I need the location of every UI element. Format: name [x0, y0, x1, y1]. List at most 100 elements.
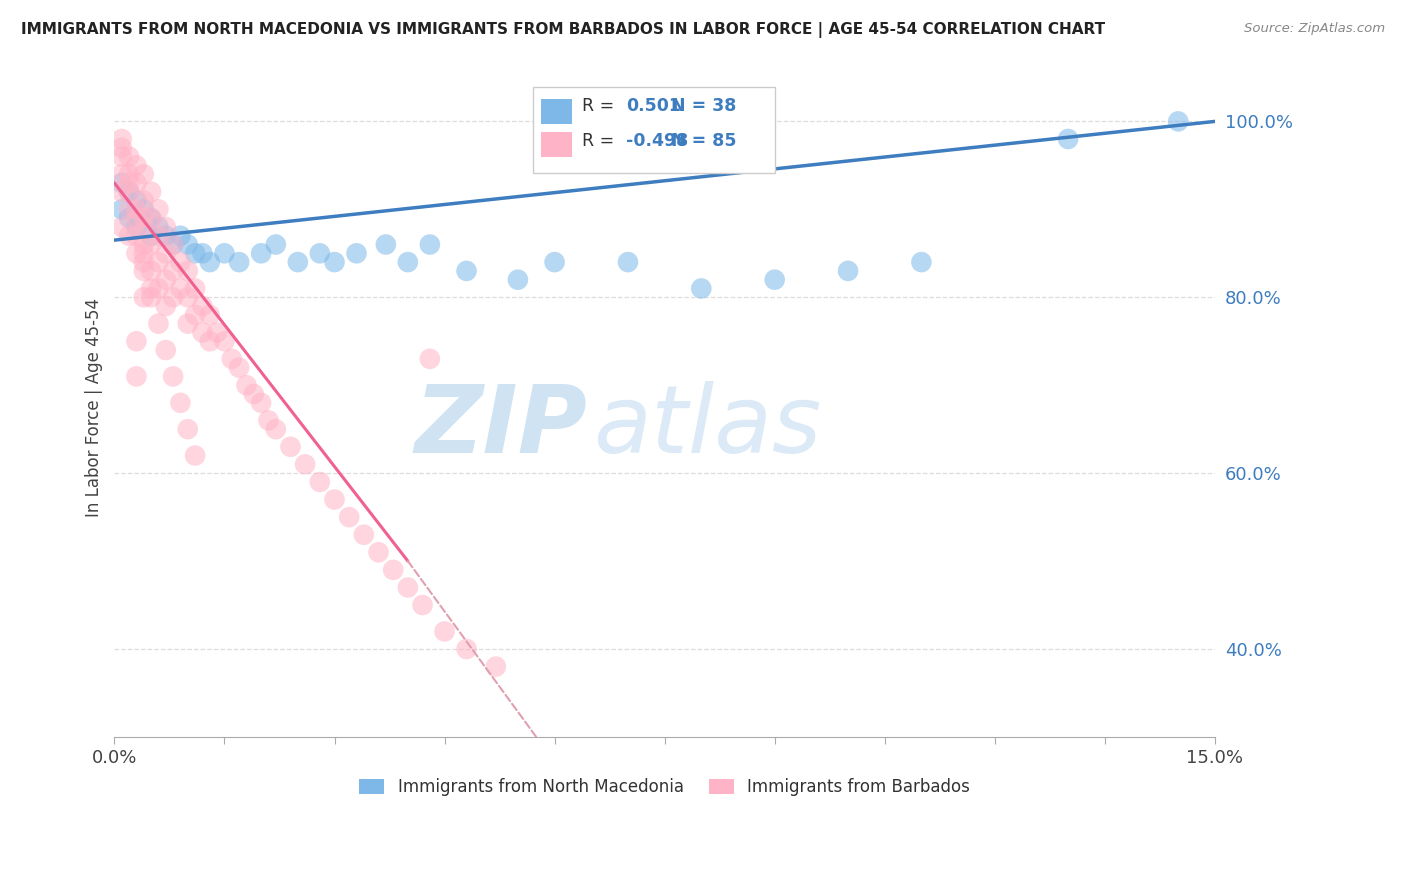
Point	[111, 185, 134, 199]
Text: -0.498: -0.498	[626, 132, 689, 150]
Point	[148, 219, 170, 234]
Point	[506, 273, 529, 287]
Point	[617, 255, 640, 269]
Point	[419, 812, 441, 826]
Point	[139, 211, 162, 226]
Point	[264, 422, 287, 436]
Point	[169, 281, 191, 295]
Point	[125, 369, 148, 384]
Point	[294, 458, 316, 472]
Point	[139, 237, 162, 252]
Point	[287, 255, 309, 269]
Point	[139, 290, 162, 304]
Point	[125, 158, 148, 172]
Point	[177, 317, 200, 331]
Point	[412, 598, 434, 612]
Point	[308, 246, 330, 260]
Bar	[541, 98, 572, 124]
Point	[118, 176, 141, 190]
Point	[690, 281, 713, 295]
Point	[132, 211, 155, 226]
Point	[132, 255, 155, 269]
Point	[763, 273, 786, 287]
Point	[139, 264, 162, 278]
Point	[191, 326, 214, 340]
Point	[456, 642, 478, 657]
Point	[111, 167, 134, 181]
Point	[125, 211, 148, 226]
Point	[337, 510, 360, 524]
Point	[162, 237, 184, 252]
Point	[118, 150, 141, 164]
Point	[485, 659, 508, 673]
Point	[118, 211, 141, 226]
Point	[148, 228, 170, 243]
Point	[132, 219, 155, 234]
Point	[139, 211, 162, 226]
Point	[132, 237, 155, 252]
Point	[323, 492, 346, 507]
Point	[837, 264, 859, 278]
Point	[155, 219, 177, 234]
Point	[132, 290, 155, 304]
Point	[125, 246, 148, 260]
Point	[198, 255, 221, 269]
Point	[374, 237, 396, 252]
Point	[111, 202, 134, 217]
Point	[184, 308, 207, 322]
Point	[169, 396, 191, 410]
Point	[184, 281, 207, 295]
Point	[228, 255, 250, 269]
Point	[191, 299, 214, 313]
Point	[396, 581, 419, 595]
Point	[169, 255, 191, 269]
Point	[148, 202, 170, 217]
Point	[910, 255, 932, 269]
Point	[111, 141, 134, 155]
Point	[235, 378, 257, 392]
Point	[155, 299, 177, 313]
Point	[139, 281, 162, 295]
Y-axis label: In Labor Force | Age 45-54: In Labor Force | Age 45-54	[86, 298, 103, 516]
Point	[169, 228, 191, 243]
Point	[396, 255, 419, 269]
Point	[456, 264, 478, 278]
Point	[198, 308, 221, 322]
Point	[382, 563, 405, 577]
Point	[139, 185, 162, 199]
Point	[111, 176, 134, 190]
Point	[111, 132, 134, 146]
Point	[543, 255, 565, 269]
Point	[346, 246, 368, 260]
Text: atlas: atlas	[593, 382, 821, 473]
Point	[177, 264, 200, 278]
Point	[177, 290, 200, 304]
Point	[280, 440, 302, 454]
Point	[323, 255, 346, 269]
Text: Source: ZipAtlas.com: Source: ZipAtlas.com	[1244, 22, 1385, 36]
Point	[205, 326, 228, 340]
Point	[214, 246, 236, 260]
Point	[177, 237, 200, 252]
Point	[433, 624, 456, 639]
Point	[1167, 114, 1189, 128]
Point	[125, 228, 148, 243]
Text: ZIP: ZIP	[415, 381, 588, 473]
Text: R =: R =	[582, 97, 620, 115]
Point	[125, 219, 148, 234]
Point	[214, 334, 236, 349]
Point	[118, 185, 141, 199]
Point	[1057, 132, 1080, 146]
Point	[125, 194, 148, 208]
Bar	[541, 131, 572, 157]
Point	[191, 246, 214, 260]
Point	[132, 194, 155, 208]
Point	[132, 202, 155, 217]
Point	[162, 369, 184, 384]
Text: IMMIGRANTS FROM NORTH MACEDONIA VS IMMIGRANTS FROM BARBADOS IN LABOR FORCE | AGE: IMMIGRANTS FROM NORTH MACEDONIA VS IMMIG…	[21, 22, 1105, 38]
Point	[177, 422, 200, 436]
Point	[353, 527, 375, 541]
Point	[132, 264, 155, 278]
Point	[257, 413, 280, 427]
Point	[155, 246, 177, 260]
